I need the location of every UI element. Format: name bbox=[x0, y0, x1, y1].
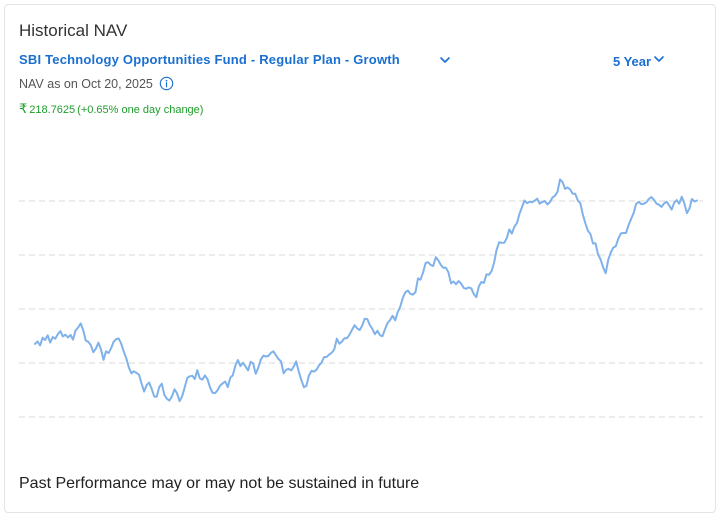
fund-selector-dropdown[interactable]: SBI Technology Opportunities Fund - Regu… bbox=[19, 51, 451, 71]
nav-value-row: ₹ 218.7625 (+0.65% one day change) bbox=[19, 101, 203, 117]
nav-series-line-0 bbox=[34, 178, 698, 403]
nav-line-chart bbox=[19, 178, 703, 418]
nav-date-text: NAV as on Oct 20, 2025 bbox=[19, 76, 153, 91]
chevron-down-icon bbox=[439, 53, 451, 71]
period-selector-dropdown[interactable]: 5 Year bbox=[613, 51, 665, 71]
chevron-down-icon bbox=[653, 52, 665, 70]
nav-value: 218.7625 bbox=[29, 104, 76, 116]
historical-nav-card: Historical NAV SBI Technology Opportunit… bbox=[4, 4, 716, 513]
info-icon[interactable] bbox=[159, 76, 174, 91]
performance-disclaimer: Past Performance may or may not be susta… bbox=[19, 475, 420, 492]
nav-day-change: (+0.65% one day change) bbox=[77, 104, 204, 116]
card-title: Historical NAV bbox=[19, 21, 128, 40]
chart-gridlines bbox=[19, 200, 703, 418]
fund-name-label: SBI Technology Opportunities Fund - Regu… bbox=[19, 52, 400, 67]
nav-date-row: NAV as on Oct 20, 2025 bbox=[19, 76, 174, 91]
rupee-symbol: ₹ bbox=[19, 101, 28, 116]
period-label: 5 Year bbox=[613, 53, 652, 69]
chart-series bbox=[34, 178, 698, 403]
